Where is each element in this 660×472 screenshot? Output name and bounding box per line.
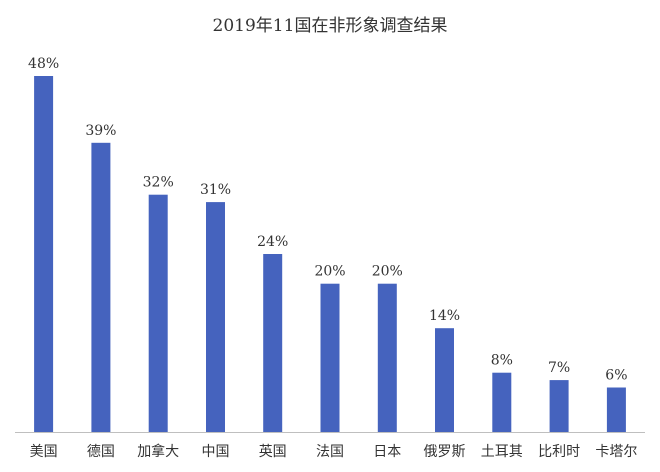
chart-title: 2019年11国在非形象调查结果 xyxy=(213,16,448,36)
category-label-4: 英国 xyxy=(259,443,287,460)
value-label-10: 6% xyxy=(605,368,627,384)
category-label-5: 法国 xyxy=(316,444,344,460)
bar-1 xyxy=(91,142,111,433)
bar-5 xyxy=(320,283,340,432)
value-label-3: 31% xyxy=(200,182,231,198)
bar-6 xyxy=(377,283,397,432)
category-label-10: 卡塔尔 xyxy=(595,444,637,460)
category-label-2: 加拿大 xyxy=(137,443,179,460)
value-label-2: 32% xyxy=(143,175,174,191)
bar-0 xyxy=(34,76,54,432)
value-label-7: 14% xyxy=(429,308,460,324)
value-label-8: 8% xyxy=(491,353,513,369)
value-label-1: 39% xyxy=(85,123,116,139)
bar-10 xyxy=(606,387,626,432)
value-label-0: 48% xyxy=(28,56,59,72)
category-label-8: 土耳其 xyxy=(481,444,523,460)
category-label-0: 美国 xyxy=(30,444,58,460)
category-label-6: 日本 xyxy=(373,444,401,460)
bar-3 xyxy=(206,202,225,432)
value-label-5: 20% xyxy=(314,264,345,280)
bar-8 xyxy=(492,372,512,432)
category-label-3: 中国 xyxy=(202,444,230,460)
category-label-9: 比利时 xyxy=(538,444,580,460)
value-label-6: 20% xyxy=(372,264,403,280)
value-label-9: 7% xyxy=(548,360,570,376)
category-label-7: 俄罗斯 xyxy=(424,444,466,460)
bar-4 xyxy=(263,254,283,432)
category-label-1: 德国 xyxy=(87,444,115,460)
bars-group xyxy=(34,76,626,433)
bar-7 xyxy=(435,328,454,432)
value-label-4: 24% xyxy=(257,234,288,250)
bar-9 xyxy=(549,380,569,432)
bar-2 xyxy=(148,194,168,432)
labels-group: 48% 美国 39% 德国 32% 加拿大 31% 中国 24% 英国 20% 法国 20% 日本 14% 俄… xyxy=(28,56,637,460)
